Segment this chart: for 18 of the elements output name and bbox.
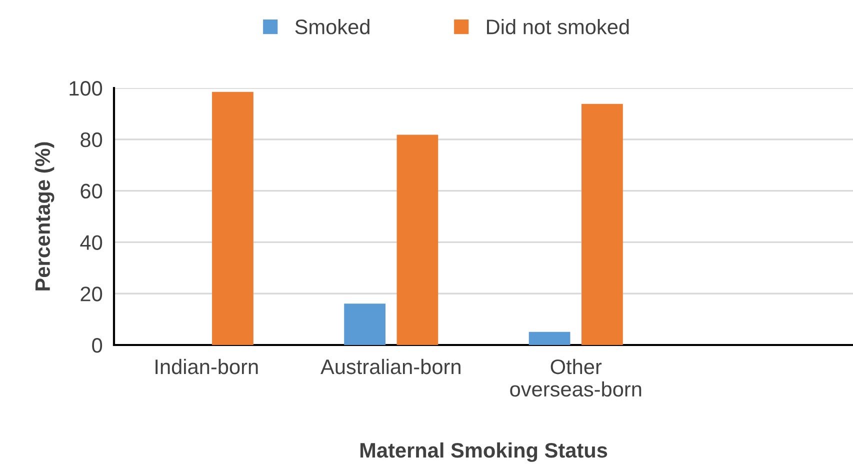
bar [396,134,438,345]
x-tick-label: Other overseas-born [510,358,642,397]
x-axis-title: Maternal Smoking Status [360,442,608,462]
bar [212,92,254,345]
x-tick-label: Indian-born [156,358,258,374]
y-tick-label: 0 [92,338,102,353]
legend-label: Did not smoked [487,18,629,34]
legend-label: Smoked [295,18,370,34]
bar [582,104,623,345]
y-tick-label: 100 [70,81,102,96]
bar [344,304,386,345]
y-axis-title: Percentage (%) [34,142,54,290]
y-tick-label: 40 [80,235,102,250]
y-tick-label: 60 [80,184,102,199]
bar [528,332,570,345]
y-tick-label: 80 [80,132,102,148]
y-tick-label: 20 [80,286,102,302]
x-tick-label: Australian-born [320,358,460,374]
